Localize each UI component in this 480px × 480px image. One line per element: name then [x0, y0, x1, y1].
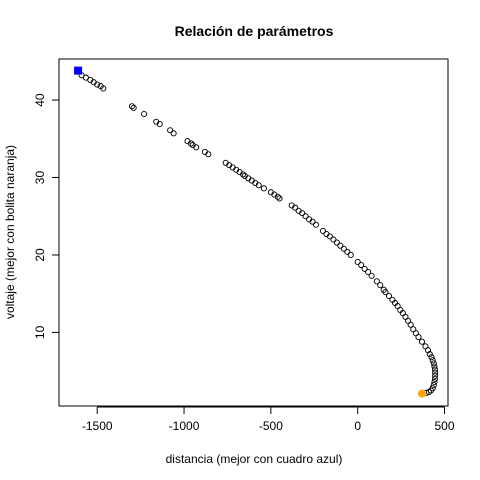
data-point: [424, 347, 432, 354]
data-point: [187, 140, 195, 147]
data-point: [156, 121, 163, 128]
data-point: [333, 239, 340, 246]
data-point: [432, 372, 439, 379]
data-point: [292, 204, 299, 211]
plot-frame: [58, 58, 449, 407]
best-distance-square-marker: [74, 66, 83, 75]
x-tick-label: -1500: [82, 419, 113, 433]
data-point: [326, 233, 333, 240]
data-point: [337, 242, 344, 249]
data-point: [431, 366, 439, 373]
chart-title: Relación de parámetros: [175, 23, 334, 39]
highlight-markers: [74, 66, 426, 398]
y-tick-label: 20: [33, 248, 47, 262]
data-point: [429, 357, 436, 364]
data-point: [426, 351, 433, 358]
data-point: [377, 282, 384, 289]
data-point: [430, 360, 437, 367]
y-tick-label: 40: [33, 93, 47, 107]
data-point: [385, 292, 393, 300]
data-point: [365, 268, 372, 276]
y-tick-label: 10: [33, 325, 47, 339]
data-point: [431, 363, 438, 370]
data-point: [358, 261, 365, 269]
x-axis: -1500 -1000 -500 0 500: [82, 406, 455, 433]
data-point: [382, 289, 389, 296]
x-tick-label: 500: [435, 419, 455, 433]
x-axis-label: distancia (mejor con cuadro azul): [166, 452, 343, 466]
data-point: [354, 258, 361, 265]
data-point: [344, 248, 351, 255]
data-point: [340, 245, 347, 252]
x-tick-label: -500: [259, 419, 283, 433]
data-point: [407, 321, 414, 328]
data-point: [415, 334, 422, 341]
data-point: [312, 221, 320, 228]
data-point: [432, 369, 439, 376]
data-point: [302, 213, 309, 220]
data-point: [418, 338, 426, 345]
data-point: [205, 151, 212, 158]
data-point: [425, 389, 432, 396]
data-point: [130, 104, 137, 111]
data-point: [309, 218, 316, 225]
data-point: [299, 210, 306, 217]
data-point: [368, 272, 375, 279]
data-point: [430, 382, 437, 389]
data-point: [361, 265, 368, 272]
data-point: [94, 81, 101, 88]
data-point: [347, 251, 354, 259]
data-point: [193, 144, 200, 151]
x-tick-label: -1000: [169, 419, 200, 433]
data-point: [170, 130, 177, 137]
data-point: [274, 193, 281, 200]
data-point: [330, 236, 337, 243]
data-point: [141, 110, 148, 118]
data-point: [240, 171, 247, 178]
data-point: [167, 127, 174, 134]
data-point: [276, 195, 283, 202]
data-point: [431, 375, 439, 382]
data-point: [431, 378, 438, 386]
y-axis-label: voltaje (mejor con bolita naranja): [3, 145, 17, 319]
best-voltage-circle-marker: [417, 389, 426, 398]
data-point: [373, 278, 380, 285]
data-point: [255, 182, 262, 189]
data-point: [260, 185, 267, 192]
x-tick-label: 0: [354, 419, 361, 433]
y-tick-label: 30: [33, 171, 47, 185]
data-point: [128, 103, 135, 110]
data-point: [319, 227, 327, 235]
data-point: [100, 85, 107, 92]
data-point: [428, 354, 435, 361]
y-axis: 10 20 30 40: [33, 93, 60, 339]
data-points: [78, 72, 439, 396]
